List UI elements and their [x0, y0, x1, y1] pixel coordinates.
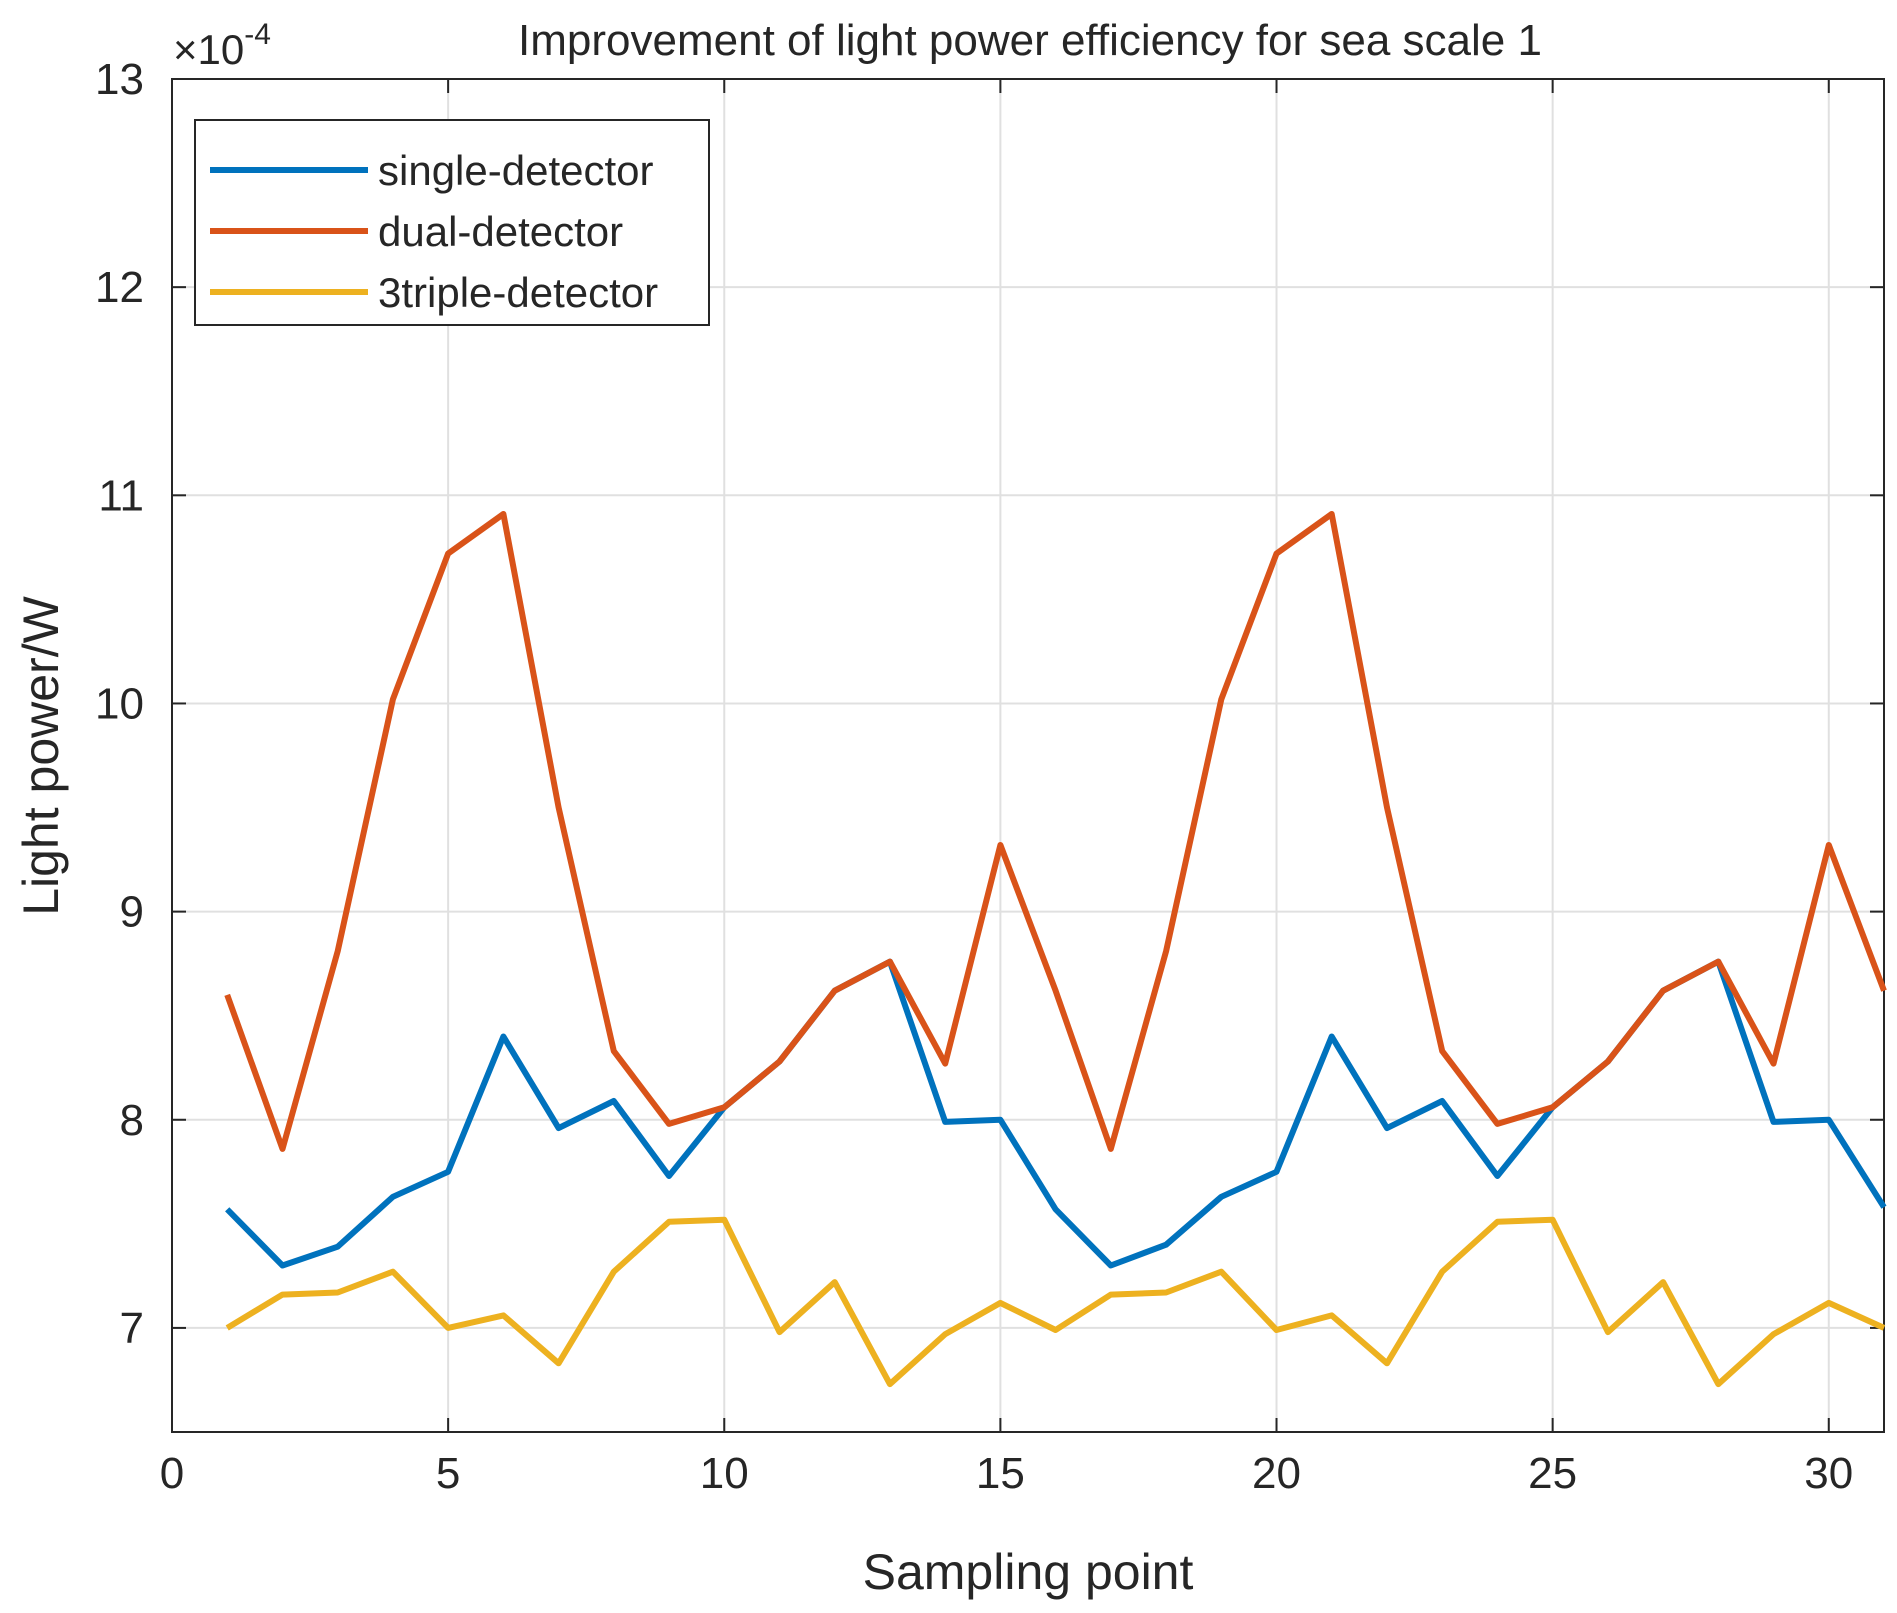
x-tick-label: 20: [1252, 1449, 1301, 1498]
y-tick-label: 8: [120, 1096, 144, 1145]
x-tick-labels: 0 5 10 15 20 25 30: [160, 1449, 1853, 1498]
grid: [172, 79, 1884, 1432]
axes: [171, 78, 1885, 1433]
x-axis-label: Sampling point: [863, 1544, 1194, 1600]
x-tick-label: 30: [1804, 1449, 1853, 1498]
legend-label-dual-detector: dual-detector: [378, 208, 623, 255]
legend: single-detector dual-detector 3triple-dete…: [194, 119, 710, 326]
y-tick-label: 11: [98, 471, 144, 520]
y-tick-label: 7: [120, 1304, 144, 1353]
y-exponent-label: ×10-4: [173, 18, 271, 73]
x-tick-label: 25: [1528, 1449, 1577, 1498]
series-line-3triple-detector: [225, 1216, 1886, 1388]
y-tick-label: 13: [95, 55, 144, 104]
series-line-dual-detector: [224, 511, 1887, 1152]
axes-box: [171, 78, 1885, 1433]
chart-title: Improvement of light power efficiency fo…: [518, 16, 1542, 65]
series-lines: [224, 511, 1887, 1388]
y-axis-label: Light power/W: [13, 595, 69, 915]
x-tick-label: 10: [700, 1449, 749, 1498]
x-tick-label: 0: [160, 1449, 184, 1498]
y-tick-label: 9: [120, 888, 144, 937]
x-tick-label: 15: [976, 1449, 1025, 1498]
y-tick-label: 12: [95, 263, 144, 312]
x-tick-label: 5: [436, 1449, 460, 1498]
legend-label-3triple-detector: 3triple-detector: [378, 269, 658, 316]
legend-label-single-detector: single-detector: [378, 147, 653, 194]
y-tick-labels: 7 8 9 10 11 12 13: [95, 55, 144, 1353]
y-tick-label: 10: [95, 679, 144, 728]
